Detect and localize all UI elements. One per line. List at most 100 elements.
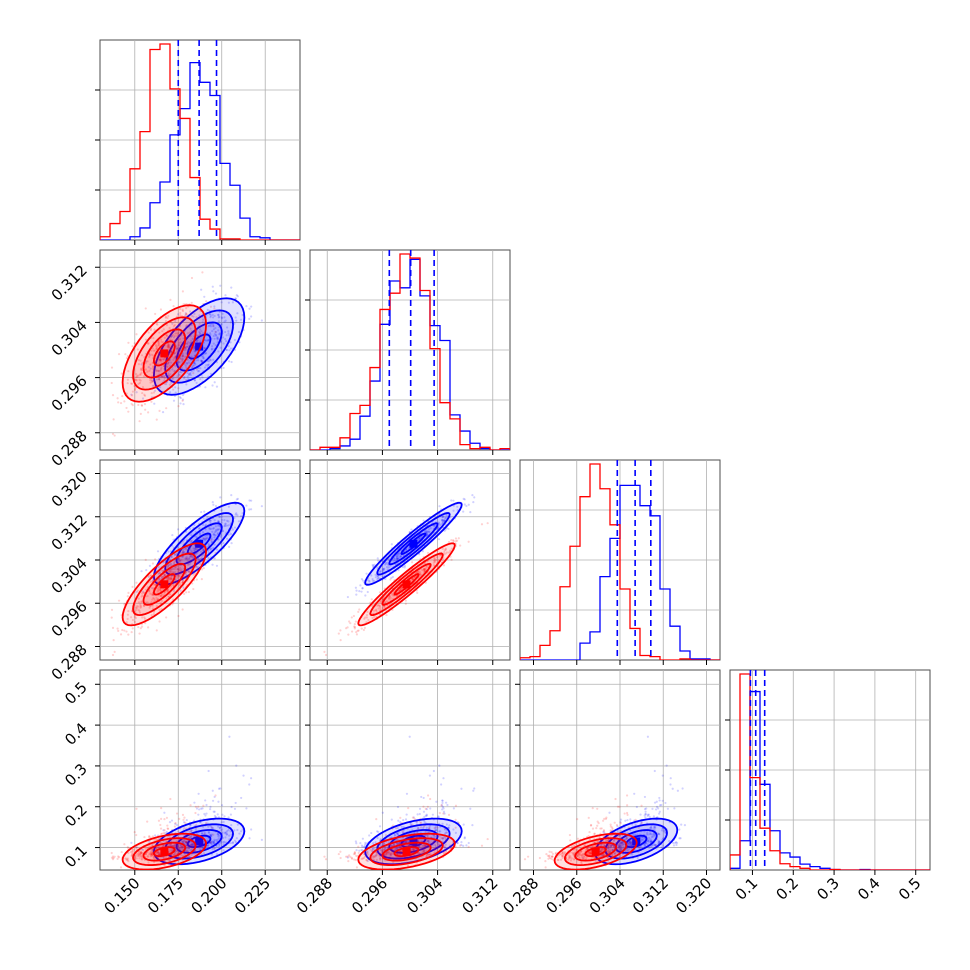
density-peak-1 [160,349,169,358]
scatter-point [160,338,163,341]
scatter-point [130,394,134,397]
scatter-point [143,394,147,397]
scatter-point [162,358,165,361]
scatter-point [407,807,410,810]
scatter-point [227,330,230,333]
scatter-point [166,335,169,338]
scatter-point [199,367,202,370]
scatter-point [231,301,234,304]
scatter-point [225,348,228,351]
scatter-point [456,539,459,542]
scatter-point [214,534,217,537]
scatter-point [151,365,155,368]
scatter-point [220,316,223,319]
scatter-point [166,365,169,368]
scatter-point [148,564,152,567]
scatter-point [174,391,177,394]
scatter-point [473,496,476,499]
scatter-point [181,555,184,558]
scatter-point [223,316,226,319]
scatter-point [235,512,238,515]
scatter-point [324,858,328,861]
scatter-point [185,383,188,386]
scatter-point [181,355,185,358]
scatter-point [196,370,200,373]
scatter-point [191,364,195,367]
scatter-point [178,337,182,341]
scatter-point [182,548,185,551]
scatter-point [368,834,371,837]
scatter-point [208,313,211,316]
scatter-point [140,369,143,372]
scatter-point [217,528,221,531]
scatter-point [177,333,180,336]
scatter-point [135,833,138,837]
scatter-point [238,341,241,344]
scatter-point [361,587,364,590]
scatter-point [437,538,441,541]
scatter-point [216,528,219,531]
scatter-point [167,346,170,349]
y-tick-label: 0.2 [61,801,91,831]
scatter-point [174,332,177,335]
scatter-point [237,330,241,334]
scatter-point [209,547,212,550]
scatter-point [429,807,432,810]
scatter-point [206,339,209,342]
scatter-point [337,632,340,635]
scatter-point [206,536,209,540]
scatter-point [229,321,232,324]
scatter-point [166,345,169,349]
scatter-point [193,801,196,804]
scatter-point [193,347,196,351]
scatter-point [117,629,120,632]
scatter-point [143,393,146,396]
scatter-point [213,307,216,310]
scatter-point [123,843,126,846]
scatter-point [131,345,134,348]
scatter-point [123,400,126,403]
scatter-point [250,508,253,511]
scatter-point [347,633,350,636]
scatter-point [187,361,190,364]
scatter-point [169,298,172,301]
scatter-point [168,369,171,372]
scatter-point [177,557,180,560]
scatter-point [151,384,155,387]
scatter-point [168,391,172,394]
scatter-point [250,828,253,831]
panel-content [110,493,263,657]
scatter-point [208,526,211,529]
scatter-point [209,805,212,808]
scatter-point [147,411,150,414]
scatter-point [480,523,484,526]
scatter-point [110,366,114,369]
scatter-point [202,318,205,321]
scatter-point [362,628,365,632]
scatter-point [214,292,218,295]
scatter-point [137,625,140,629]
scatter-point [140,363,143,366]
scatter-point [150,400,153,403]
scatter-point [658,796,661,800]
scatter-point [178,370,181,374]
scatter-point [161,576,164,579]
scatter-point [355,589,358,592]
scatter-point [117,353,121,356]
scatter-point [378,825,382,828]
scatter-point [181,290,184,293]
scatter-point [339,856,342,860]
scatter-point [207,325,210,328]
scatter-point [206,516,209,519]
scatter-point [187,563,191,566]
scatter-point [212,546,215,549]
scatter-point [167,361,170,364]
scatter-point [185,591,188,594]
scatter-point [212,334,215,338]
y-tick-label: 0.296 [48,372,91,415]
scatter-point [181,308,184,311]
scatter-point [217,313,220,316]
scatter-point [218,332,222,335]
scatter-point [160,817,163,820]
scatter-point [173,351,176,355]
